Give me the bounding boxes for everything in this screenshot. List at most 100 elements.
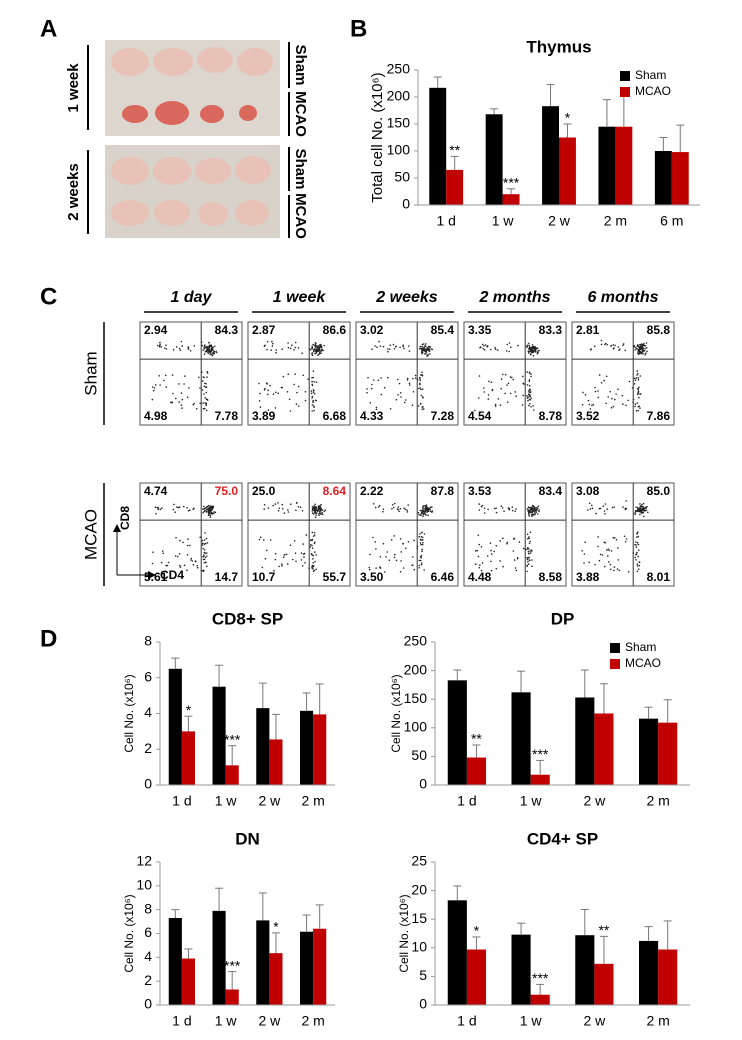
event-dot [637, 389, 640, 391]
event-dot [313, 534, 316, 536]
x-tick-label: 6 m [660, 213, 683, 229]
bar [639, 718, 659, 785]
event-dot [528, 507, 531, 509]
bar [225, 765, 239, 785]
event-dot [510, 346, 512, 349]
event-dot [527, 560, 529, 563]
event-dot [605, 375, 608, 378]
event-dot [287, 511, 290, 513]
event-dot [318, 346, 321, 349]
event-dot [207, 351, 209, 354]
event-dot [591, 404, 593, 407]
event-dot [397, 506, 400, 508]
y-axis-label: Cell No. (x10⁶) [122, 894, 136, 972]
x-tick-label: 2 w [258, 793, 281, 809]
event-dot [165, 348, 168, 350]
bar [502, 194, 520, 205]
quadrant-value: 3.88 [576, 570, 600, 584]
event-dot [531, 350, 533, 353]
panel-label: A [40, 15, 57, 42]
event-dot [205, 383, 207, 385]
event-dot [203, 549, 206, 551]
event-dot [209, 514, 212, 517]
event-dot [171, 374, 174, 376]
event-dot [287, 342, 289, 344]
event-dot [373, 379, 375, 381]
x-tick-label: 1 w [215, 793, 238, 809]
event-dot [530, 508, 533, 511]
event-dot [639, 346, 641, 349]
event-dot [597, 536, 599, 538]
x-tick-label: 1 w [492, 213, 515, 229]
event-dot [388, 348, 391, 351]
event-dot [623, 535, 626, 538]
y-tick-label: 15 [411, 910, 427, 926]
y-tick-label: 0 [144, 776, 152, 792]
event-dot [617, 547, 619, 549]
bar [181, 731, 195, 785]
event-dot [203, 554, 205, 556]
event-dot [311, 531, 314, 534]
bar [212, 686, 226, 785]
event-dot [369, 402, 372, 404]
event-dot [297, 347, 300, 349]
event-dot [211, 352, 214, 354]
event-dot [314, 352, 316, 355]
event-dot [395, 559, 398, 562]
row-label: Sham [81, 351, 100, 395]
event-dot [587, 399, 590, 402]
event-dot [418, 567, 420, 569]
event-dot [275, 349, 278, 351]
event-dot [201, 344, 203, 347]
group-label: Sham [292, 149, 309, 190]
event-dot [209, 506, 212, 508]
event-dot [606, 508, 608, 511]
event-dot [278, 565, 280, 568]
event-dot [172, 508, 175, 511]
quadrant-value: 25.0 [252, 484, 276, 498]
event-dot [504, 392, 506, 395]
event-dot [301, 565, 304, 567]
event-dot [640, 511, 643, 513]
event-dot [209, 507, 212, 510]
event-dot [311, 352, 314, 354]
event-dot [495, 507, 497, 510]
event-dot [622, 403, 624, 406]
event-dot [427, 510, 430, 512]
event-dot [605, 402, 607, 405]
event-dot [205, 391, 208, 394]
event-dot [274, 407, 277, 409]
event-dot [637, 379, 640, 381]
event-dot [376, 346, 378, 348]
event-dot [312, 401, 314, 404]
event-dot [374, 541, 377, 543]
event-dot [311, 547, 314, 549]
bar [269, 953, 283, 1005]
event-dot [180, 392, 183, 394]
event-dot [405, 399, 407, 401]
event-dot [368, 566, 371, 569]
y-axis-label: Cell No. (x10⁶) [389, 674, 403, 752]
event-dot [495, 544, 498, 547]
event-dot [181, 345, 183, 347]
event-dot [213, 345, 216, 348]
event-dot [272, 393, 275, 395]
event-dot [312, 513, 315, 515]
event-dot [490, 560, 492, 563]
thymus-tissue [111, 47, 273, 226]
event-dot [419, 376, 421, 379]
event-dot [196, 566, 199, 569]
quadrant-value: 3.35 [468, 323, 492, 337]
event-dot [532, 507, 534, 510]
event-dot [637, 535, 640, 538]
event-dot [313, 409, 315, 412]
event-dot [528, 536, 530, 538]
quadrant-value: 4.98 [144, 409, 168, 423]
event-dot [206, 510, 208, 513]
event-dot [206, 399, 209, 401]
event-dot [402, 345, 405, 348]
event-dot [400, 396, 402, 398]
event-dot [603, 510, 606, 512]
event-dot [190, 559, 192, 561]
event-dot [289, 544, 292, 546]
